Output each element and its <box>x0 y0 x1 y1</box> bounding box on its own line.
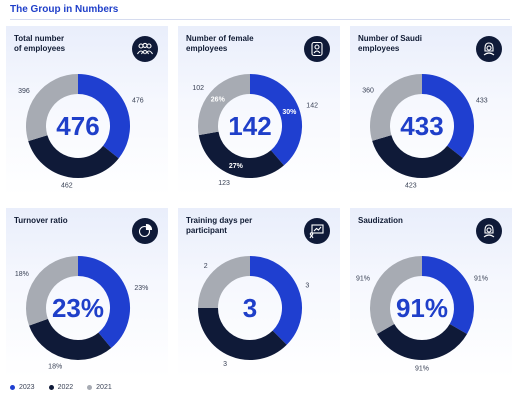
donut-chart: 23% 18% 18% 23% <box>15 256 148 370</box>
value-label-2023: 91% <box>474 276 488 283</box>
value-label-2023: 433 <box>476 97 488 104</box>
center-value: 476 <box>56 111 99 141</box>
card-training-days: Training days per participant 3 3 2 3 <box>178 208 340 378</box>
donut-segment-2022 <box>198 131 284 178</box>
value-label-2022: 462 <box>61 182 73 189</box>
value-label-2021: 102 <box>192 85 204 92</box>
percent-label-2023: 30% <box>282 109 297 116</box>
donut-segment-2023 <box>421 256 474 334</box>
donut-chart: 476 462 396 476 <box>18 74 144 189</box>
card-female-employees: Number of female employees 142 30% 123 27% 10… <box>178 26 340 196</box>
value-label-2023: 142 <box>306 103 318 110</box>
value-label-2021: 91% <box>356 276 370 283</box>
value-label-2023: 23% <box>134 285 148 292</box>
center-value: 142 <box>228 111 271 141</box>
percent-label-2021: 26% <box>211 97 226 104</box>
saudi-employee-icon <box>476 36 502 62</box>
card-title: Number of Saudi employees <box>358 34 423 53</box>
card-saudization: Saudization 91% 91% 91% 91% <box>350 208 512 378</box>
value-label-2022: 91% <box>415 366 429 373</box>
saudi-employee-icon <box>476 218 502 244</box>
title-divider <box>10 19 510 20</box>
value-label-2021: 18% <box>15 271 29 278</box>
donut-segment-2021 <box>198 256 251 309</box>
page-title: The Group in Numbers <box>10 4 119 15</box>
pie-chart-icon <box>132 218 158 244</box>
donut-segment-2023 <box>249 256 302 345</box>
legend-label: 2023 <box>19 384 35 391</box>
donut-segment-2022 <box>376 323 468 360</box>
value-label-2023: 476 <box>132 97 144 104</box>
legend-swatch <box>10 385 15 390</box>
donut-chart: 3 3 2 3 <box>198 256 309 368</box>
donut-segment-2021 <box>26 256 79 326</box>
donut-segment-2023 <box>77 256 130 349</box>
value-label-2022: 123 <box>218 180 230 187</box>
donut-segment-2022 <box>372 134 463 178</box>
donut-segment-2021 <box>26 74 79 142</box>
legend-item-2023: 2023 <box>10 384 35 391</box>
donut-segment-2022 <box>29 318 112 360</box>
value-label-2021: 360 <box>362 88 374 95</box>
legend-swatch <box>87 385 93 390</box>
value-label-2022: 423 <box>405 182 417 189</box>
card-saudi-employees: Number of Saudi employees 433 423 360 433 <box>350 26 512 196</box>
value-label-2023: 3 <box>305 283 309 290</box>
value-label-2022: 18% <box>48 363 62 370</box>
card-title: Number of female employees <box>186 34 254 53</box>
donut-chart: 433 423 360 433 <box>362 74 488 189</box>
value-label-2022: 3 <box>223 361 227 368</box>
center-value: 23% <box>52 293 104 323</box>
donut-segment-2023 <box>249 74 302 166</box>
card-title: Total number of employees <box>14 34 66 53</box>
card-title: Turnover ratio <box>14 216 68 225</box>
donut-segment-2022 <box>198 307 287 360</box>
legend-swatch <box>48 385 54 390</box>
card-title: Training days per participant <box>186 216 253 235</box>
donut-chart: 91% 91% 91% 91% <box>356 256 488 373</box>
donut-segment-2022 <box>28 134 119 178</box>
card-title: Saudization <box>358 216 403 225</box>
legend-label: 2022 <box>57 384 74 391</box>
legend-item-2022: 2022 <box>48 384 74 391</box>
donut-segment-2023 <box>421 74 474 159</box>
donut-segment-2021 <box>198 74 251 136</box>
presentation-board-icon <box>304 218 330 244</box>
legend: 2023 2022 2021 <box>10 384 112 391</box>
people-group-icon <box>132 36 158 62</box>
percent-label-2022: 27% <box>229 163 244 170</box>
value-label-2021: 2 <box>204 263 208 270</box>
center-value: 433 <box>400 111 443 141</box>
card-total-employees: Total number of employees 476 462 396 476 <box>6 26 168 196</box>
female-employee-icon <box>304 36 330 62</box>
legend-item-2021: 2021 <box>87 384 112 391</box>
donut-segment-2021 <box>370 74 423 141</box>
card-turnover-ratio: Turnover ratio 23% 18% 18% 23% <box>6 208 168 378</box>
legend-label: 2021 <box>96 384 112 391</box>
donut-segment-2021 <box>370 256 423 334</box>
donut-segment-2023 <box>77 74 130 159</box>
center-value: 91% <box>396 293 448 323</box>
center-value: 3 <box>243 293 257 323</box>
value-label-2021: 396 <box>18 88 30 95</box>
